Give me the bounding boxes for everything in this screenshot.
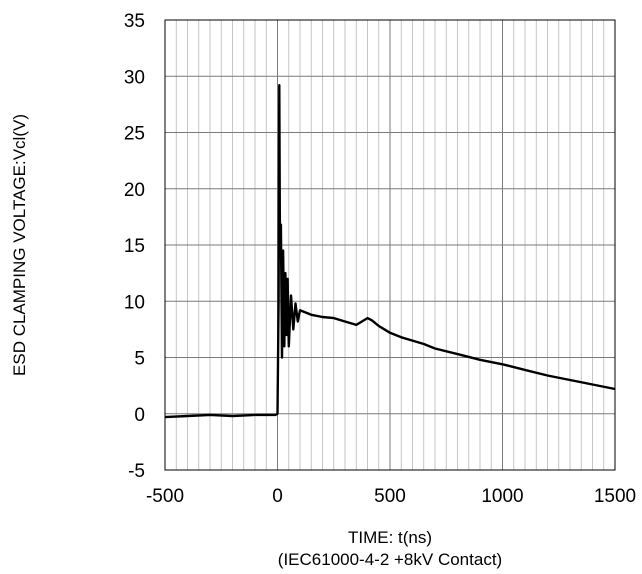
x-tick-label: 500 — [374, 486, 406, 507]
y-tick-label: 15 — [124, 236, 145, 257]
x-tick-label: 0 — [272, 486, 283, 507]
x-tick-label: 1500 — [594, 486, 636, 507]
series-group — [164, 83, 616, 419]
y-tick-label: 0 — [134, 405, 145, 426]
y-tick-label: 30 — [124, 67, 145, 88]
series-line-0 — [164, 83, 616, 419]
y-tick-labels: -5 0 5 10 15 20 25 30 35 — [124, 11, 145, 482]
x-tick-labels: -500 0 500 1000 1500 — [146, 486, 636, 507]
plot-frame — [164, 19, 616, 471]
x-axis-sublabel: (IEC61000-4-2 +8kV Contact) — [278, 550, 502, 569]
y-tick-label: 5 — [134, 349, 145, 370]
y-tick-label: 35 — [124, 11, 145, 32]
y-tick-label: 20 — [124, 180, 145, 201]
y-tick-label: 10 — [124, 292, 145, 313]
x-axis-label: TIME: t(ns) — [348, 528, 432, 547]
y-axis-label: ESD CLAMPING VOLTAGE:Vcl(V) — [10, 114, 29, 376]
x-tick-label: 1000 — [481, 486, 523, 507]
y-tick-label: -5 — [128, 461, 145, 482]
x-tick-label: -500 — [146, 486, 184, 507]
y-tick-label: 25 — [124, 124, 145, 145]
